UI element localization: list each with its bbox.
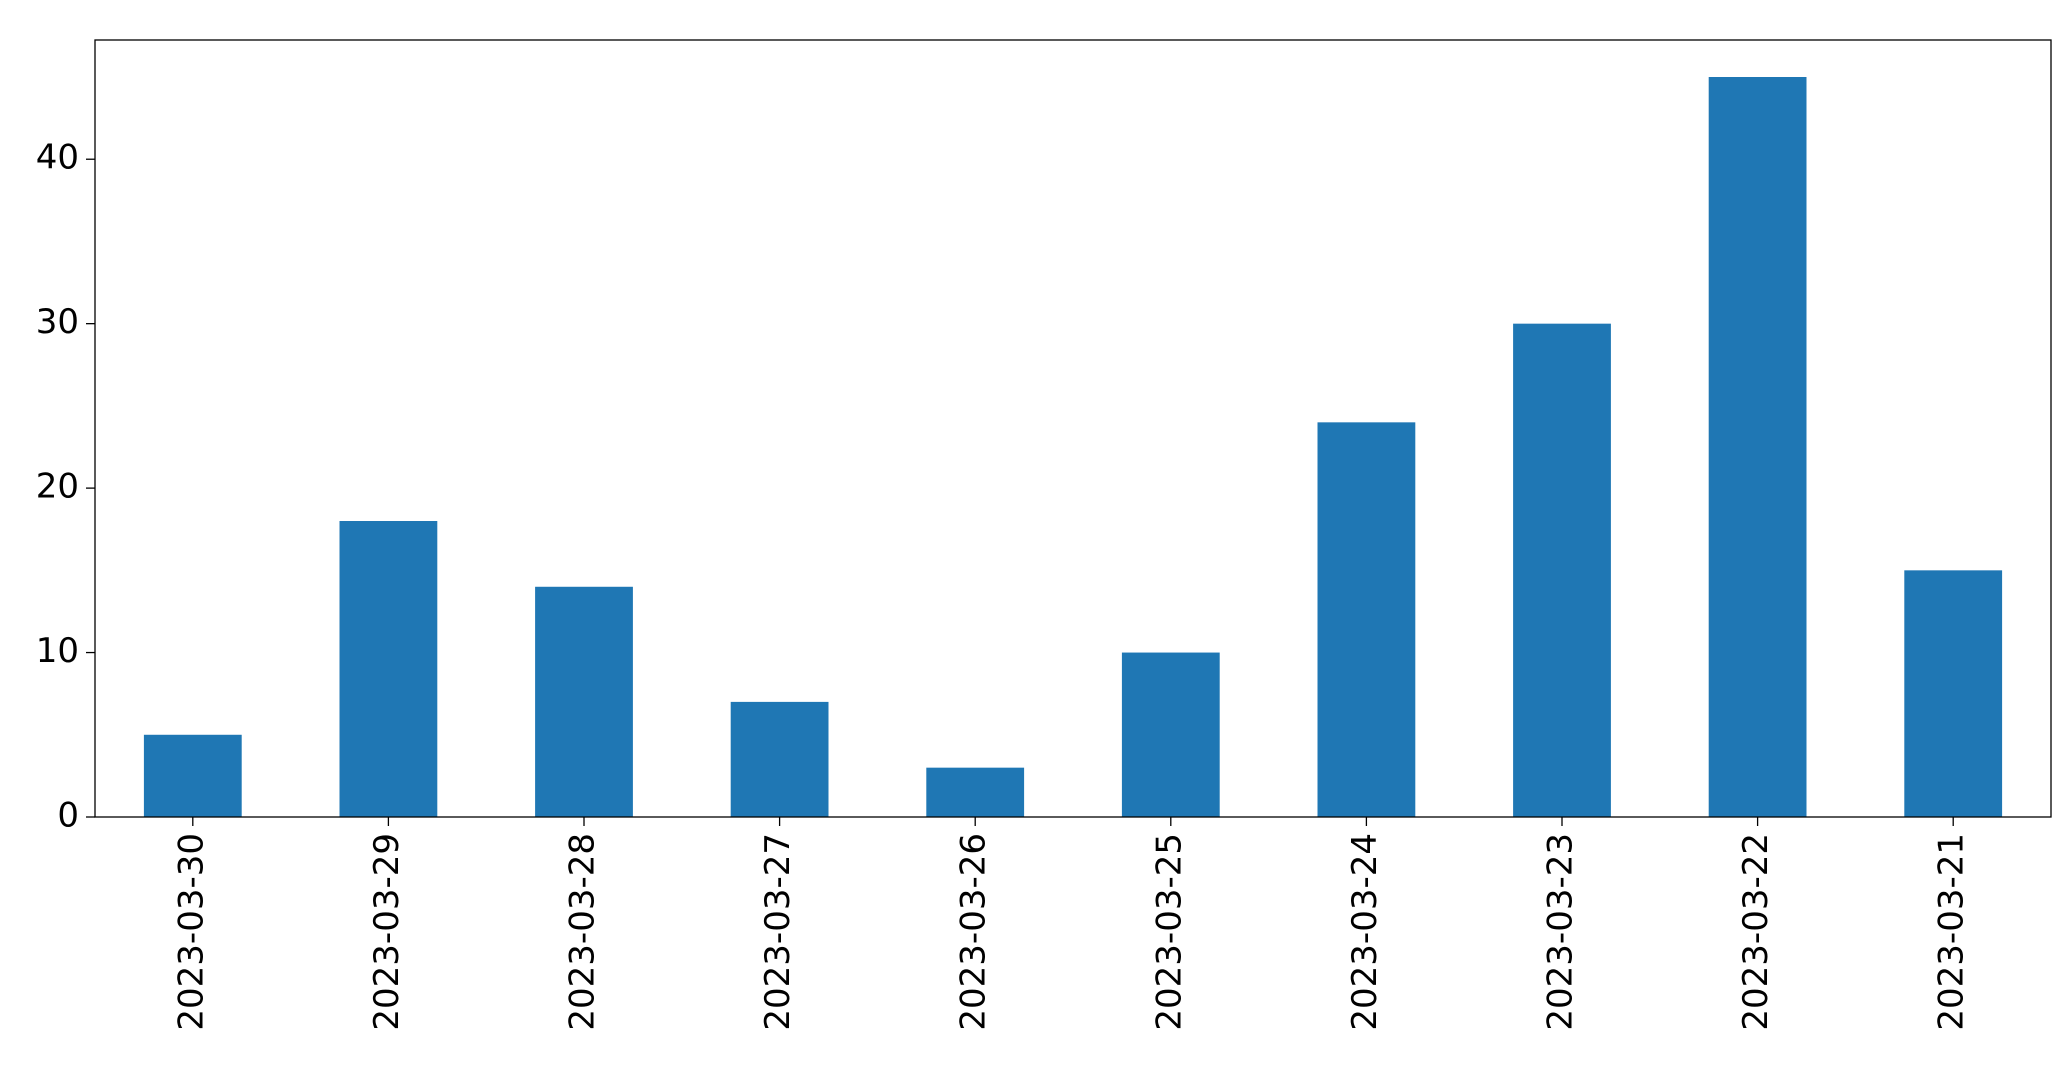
x-tick-label: 2023-03-27 xyxy=(758,833,798,1031)
x-tick-label: 2023-03-26 xyxy=(954,833,994,1031)
bar xyxy=(730,701,829,817)
bar xyxy=(143,734,242,817)
bar xyxy=(1121,652,1220,817)
x-tick-label: 2023-03-25 xyxy=(1149,833,1189,1031)
bar xyxy=(1708,77,1807,817)
bar xyxy=(1513,323,1611,817)
x-tick-label: 2023-03-24 xyxy=(1345,833,1385,1031)
bar xyxy=(339,521,438,817)
bar xyxy=(926,767,1025,817)
bar xyxy=(1904,570,2003,817)
y-tick-label: 40 xyxy=(36,138,79,178)
plot-frame xyxy=(94,39,2052,818)
x-tick-label: 2023-03-23 xyxy=(1541,833,1581,1031)
x-tick-label: 2023-03-21 xyxy=(1932,833,1972,1031)
y-tick-label: 0 xyxy=(57,796,79,836)
x-tick-label: 2023-03-28 xyxy=(563,833,603,1031)
x-tick-label: 2023-03-22 xyxy=(1736,833,1776,1031)
bar xyxy=(535,586,633,817)
y-tick-label: 30 xyxy=(36,302,79,342)
x-tick-label: 2023-03-29 xyxy=(367,833,407,1031)
bar xyxy=(1317,422,1416,817)
y-tick-label: 20 xyxy=(36,467,79,507)
y-tick-label: 10 xyxy=(36,631,79,671)
x-tick-label: 2023-03-30 xyxy=(171,833,211,1031)
